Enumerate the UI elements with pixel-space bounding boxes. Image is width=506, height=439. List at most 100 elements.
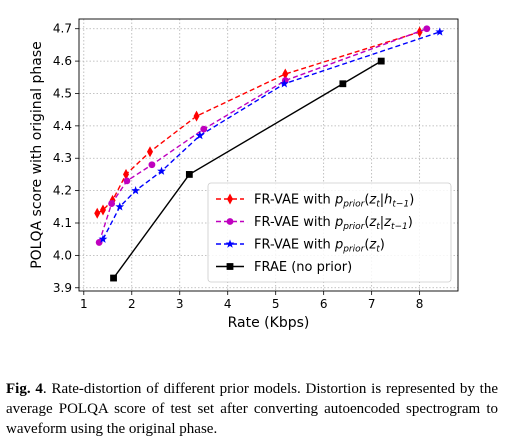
legend-text-paren: ): [380, 238, 385, 253]
data-point: [377, 57, 385, 65]
data-point: [94, 207, 101, 219]
square-marker: [110, 274, 117, 282]
legend-text-sub: t: [376, 200, 380, 210]
diamond-marker: [227, 193, 233, 205]
diamond-marker: [282, 68, 289, 80]
y-axis-title: POLQA score with original phase: [29, 41, 45, 269]
rate-distortion-figure: 1 2 3 4 5 6 7 8 3.9 4.0 4.1 4.2 4.3 4.4 4.5 4.6 4.7 Rate …: [29, 18, 459, 331]
data-point: [225, 239, 235, 248]
square-marker: [185, 171, 193, 178]
circle-marker: [148, 161, 156, 169]
y-tick-label: 4.2: [53, 184, 72, 198]
data-point: [279, 79, 289, 88]
rate-distortion-chart: 1 2 3 4 5 6 7 8 3.9 4.0 4.1 4.2 4.3 4.4 4.5 4.6 4.7 Rate …: [29, 18, 459, 331]
data-point: [147, 146, 154, 158]
legend-label: FR-VAE with pprior(zt): [254, 238, 385, 255]
legend-text-sub: t: [376, 245, 380, 255]
star-marker: [98, 234, 108, 243]
figure-caption: Fig. 4. Rate-distortion of different pri…: [6, 379, 498, 439]
legend-text-var: p: [334, 215, 343, 230]
figure-caption-text: . Rate-distortion of different prior mod…: [6, 381, 498, 437]
y-tick-label: 4.3: [53, 151, 72, 165]
legend-text-sub: t−1: [391, 222, 408, 232]
circle-marker: [226, 218, 234, 225]
circle-marker: [200, 125, 208, 133]
data-point: [193, 110, 200, 122]
x-tick-label: 3: [176, 297, 184, 311]
x-tick-label: 5: [272, 297, 280, 311]
legend-text-paren: ): [409, 193, 414, 208]
star-marker: [157, 166, 166, 175]
axes-frame: [78, 18, 459, 292]
y-tick-label: 3.9: [53, 281, 72, 295]
series-line: [112, 60, 382, 279]
legend-text-bar: |: [380, 193, 384, 208]
data-point: [226, 218, 234, 225]
y-tick-label: 4.5: [53, 86, 72, 100]
legend-text-paren: (: [364, 193, 369, 208]
legend-entry: FR-VAE with pprior(zt|ht−1): [216, 193, 414, 210]
legend-text-paren: (: [364, 238, 369, 253]
figure-label: Fig. 4: [6, 381, 43, 397]
star-marker: [225, 239, 235, 248]
star-marker: [195, 130, 205, 140]
x-axis-title: Rate (Kbps): [228, 315, 310, 331]
legend-entry: FR-VAE with pprior(zt|zt−1): [216, 215, 413, 232]
data-point: [131, 186, 140, 195]
legend-text-var: p: [334, 238, 343, 253]
data-point: [423, 25, 431, 33]
y-tick-label: 4.1: [53, 216, 72, 230]
legend-text-var: p: [334, 193, 343, 208]
legend-text-plain: FR-VAE with: [254, 215, 335, 230]
legend-text-plain: FR-VAE with: [254, 193, 335, 208]
data-point: [123, 177, 131, 185]
data-point: [435, 27, 445, 36]
data-point: [185, 171, 193, 178]
series-2: [95, 25, 431, 246]
legend: FR-VAE with pprior(zt|ht−1)FR-VAE with p…: [207, 182, 452, 283]
diamond-marker: [416, 26, 423, 38]
diamond-marker: [94, 207, 101, 219]
data-point: [99, 204, 106, 216]
x-tick-label: 8: [416, 297, 424, 311]
legend-text-var: z: [368, 238, 377, 253]
star-marker: [435, 27, 445, 36]
square-marker: [339, 80, 347, 88]
data-point: [200, 125, 208, 133]
y-tick-label: 4.4: [53, 119, 72, 133]
legend-text-bar: |: [380, 215, 384, 230]
x-tick-label: 4: [224, 297, 232, 311]
legend-box: [207, 182, 452, 283]
data-point: [110, 274, 117, 282]
legend-text-var: z: [368, 193, 377, 208]
data-point: [226, 263, 234, 270]
legend-text-sub: prior: [342, 200, 365, 210]
legend-text-var: h: [384, 193, 392, 208]
star-marker: [131, 186, 140, 195]
data-point: [108, 200, 116, 207]
x-tick-label: 7: [368, 297, 376, 311]
legend-entry: FRAE (no prior): [216, 260, 352, 275]
legend-text-sub: t−1: [392, 200, 409, 210]
square-marker: [377, 57, 385, 65]
legend-text-paren: ): [408, 215, 413, 230]
y-tick-label: 4.0: [53, 248, 72, 262]
series-1: [94, 26, 423, 219]
series-3: [98, 27, 445, 243]
data-point: [98, 234, 108, 243]
legend-text-var: z: [383, 215, 392, 230]
data-point: [227, 193, 233, 205]
data-point: [157, 166, 166, 175]
data-point: [123, 168, 130, 180]
legend-text-sub: prior: [342, 245, 365, 255]
diamond-marker: [147, 146, 154, 158]
diamond-marker: [193, 110, 200, 122]
y-tick-label: 4.6: [53, 54, 72, 68]
legend-label: FR-VAE with pprior(zt|ht−1): [254, 193, 414, 210]
data-point: [148, 161, 156, 169]
legend-text-plain: FRAE (no prior): [254, 260, 352, 275]
legend-label: FRAE (no prior): [254, 260, 352, 275]
circle-marker: [108, 200, 116, 207]
circle-marker: [95, 239, 103, 246]
legend-text-sub: prior: [342, 222, 365, 232]
